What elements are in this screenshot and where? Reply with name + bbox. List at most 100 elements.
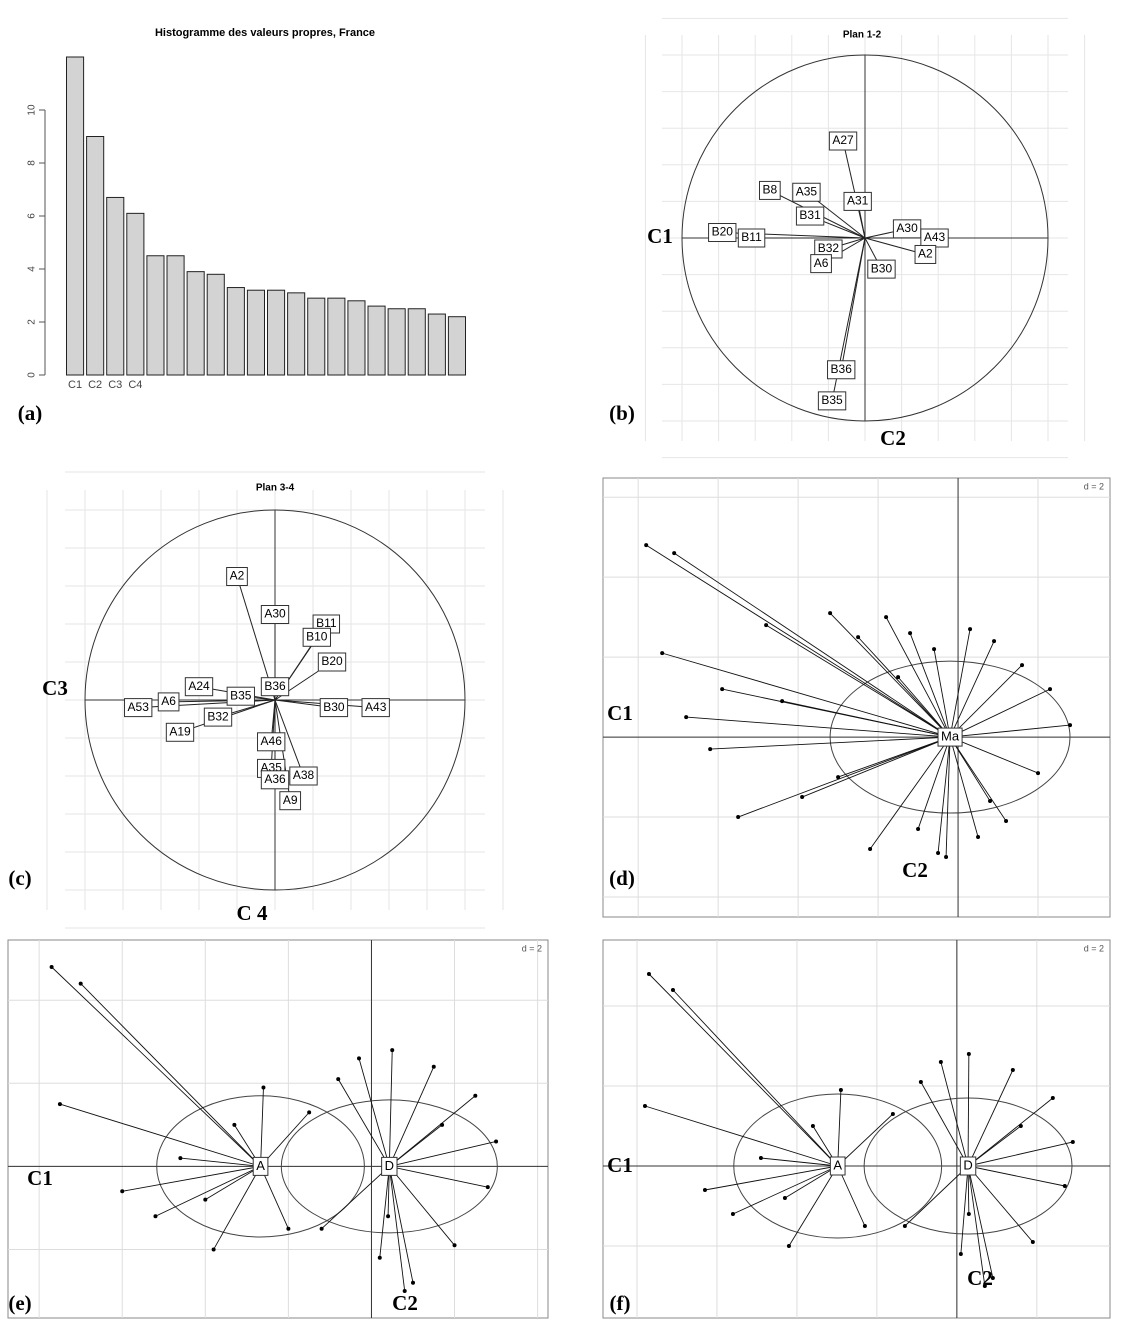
- star-line: [122, 1165, 261, 1192]
- variable-label-box: [914, 244, 937, 264]
- star-line: [788, 1165, 839, 1247]
- bar: [186, 271, 205, 376]
- class-label-box: [829, 1156, 846, 1176]
- point: [1010, 1068, 1015, 1072]
- point: [992, 639, 997, 644]
- variable-label-group: A6: [157, 692, 180, 712]
- bar: [287, 292, 306, 376]
- star-line: [950, 724, 1071, 738]
- variable-label: A24: [188, 679, 210, 693]
- class-label-group: Ma: [937, 727, 963, 747]
- y-tick-label: 6: [27, 213, 38, 219]
- point: [377, 1255, 382, 1260]
- variable-label: A53: [128, 700, 150, 714]
- variable-label-group: B35: [226, 686, 255, 706]
- variable-label-group: B31: [795, 206, 825, 226]
- variable-label-box: [867, 259, 896, 279]
- star-line: [967, 1125, 1022, 1167]
- point: [836, 775, 841, 780]
- star-line: [59, 1103, 261, 1167]
- point: [902, 1224, 907, 1228]
- star-line: [765, 624, 951, 738]
- star-line: [949, 736, 991, 802]
- variable-label: A19: [169, 724, 191, 738]
- star-line: [782, 700, 951, 738]
- variable-label-box: [165, 722, 195, 742]
- variable-label: B35: [230, 688, 252, 702]
- point: [782, 1196, 787, 1200]
- variable-label-box: [203, 707, 233, 727]
- variable-label: A46: [261, 734, 283, 748]
- point: [684, 715, 689, 720]
- x-axis-label: C1: [647, 224, 673, 248]
- point: [702, 1188, 707, 1192]
- variable-label: A43: [365, 700, 387, 714]
- point: [918, 1080, 923, 1084]
- star-line: [829, 612, 951, 738]
- point: [990, 1276, 995, 1280]
- star-line: [644, 1105, 838, 1167]
- point: [1068, 723, 1073, 728]
- point: [660, 651, 665, 656]
- point: [764, 623, 769, 628]
- point: [644, 543, 649, 548]
- point: [319, 1226, 324, 1231]
- y-axis-label: C 4: [237, 901, 268, 925]
- variable-label-group: A35: [792, 182, 821, 202]
- variable-label-box: [260, 770, 290, 790]
- x-axis-label: C3: [42, 676, 68, 700]
- star-line: [967, 1165, 994, 1279]
- class-label-box: [381, 1156, 398, 1176]
- point: [1030, 1240, 1035, 1244]
- variable-label-group: B20: [317, 652, 347, 672]
- star-line: [837, 1165, 866, 1227]
- star-line: [967, 1097, 1054, 1167]
- star-line: [645, 544, 951, 738]
- class-label: D: [963, 1157, 972, 1172]
- bar: [447, 316, 466, 376]
- variable-label: A31: [847, 194, 869, 208]
- point: [211, 1247, 216, 1252]
- star-line: [940, 1061, 969, 1167]
- star-line: [260, 1087, 264, 1167]
- bar: [146, 255, 165, 376]
- variable-label-group: B11: [737, 228, 766, 248]
- variable-label-box: [758, 180, 781, 200]
- class-label-group: D: [381, 1156, 398, 1176]
- x-tick-label: C3: [108, 379, 122, 391]
- bar: [367, 305, 386, 376]
- star-line: [732, 1165, 838, 1215]
- variable-label: B35: [821, 393, 843, 407]
- class-label-box: [959, 1156, 977, 1176]
- variable-label-group: A31: [843, 191, 872, 211]
- point: [938, 1060, 943, 1064]
- variable-label-group: A30: [892, 219, 922, 239]
- variable-label-box: [319, 698, 349, 718]
- x-axis-label: C1: [607, 701, 633, 725]
- variable-label: A6: [814, 256, 829, 270]
- variable-label: A6: [161, 694, 176, 708]
- point: [736, 815, 741, 820]
- variable-label-group: B8: [758, 180, 781, 200]
- variable-label-box: [817, 391, 847, 411]
- variable-label: B36: [264, 679, 286, 693]
- point: [966, 1212, 971, 1216]
- variable-label: B36: [831, 362, 853, 376]
- y-axis-label: C2: [880, 426, 906, 450]
- class-label: A: [256, 1158, 265, 1173]
- x-tick-label: C4: [128, 379, 142, 391]
- variable-label: A30: [264, 607, 286, 621]
- variable-label: B30: [871, 261, 893, 275]
- x-axis-label: C1: [27, 1166, 53, 1190]
- variable-label-box: [827, 360, 856, 380]
- point: [968, 627, 973, 632]
- point: [758, 1156, 763, 1160]
- variable-label: B31: [799, 208, 821, 222]
- panel-label: (f): [610, 1291, 631, 1315]
- class-label: Ma: [941, 729, 960, 744]
- point: [786, 1244, 791, 1248]
- variable-label-group: B10: [302, 627, 331, 647]
- class-label-group: D: [959, 1156, 977, 1176]
- variable-label-box: [226, 567, 248, 586]
- variable-label-box: [226, 686, 255, 706]
